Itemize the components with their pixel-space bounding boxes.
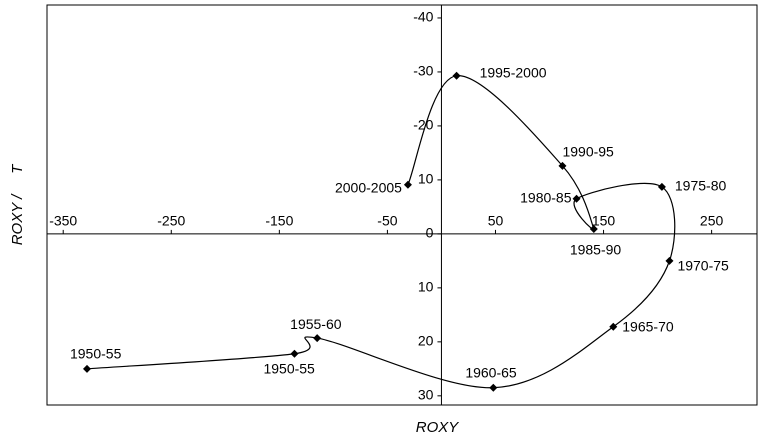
point — [657, 182, 666, 191]
point-label: 1975-80 — [675, 178, 727, 194]
point-label: 1950-55 — [263, 360, 315, 376]
y-tick-label: 20 — [418, 333, 434, 349]
point — [609, 322, 618, 331]
y-tick-label: -40 — [413, 9, 433, 25]
point-label: 1955-60 — [290, 316, 342, 332]
y-tick-label: -20 — [413, 117, 433, 133]
point — [290, 349, 299, 358]
y-axis-title: ROXY / T — [9, 163, 26, 245]
x-tick-label: -50 — [377, 213, 397, 229]
x-tick-label: -150 — [265, 213, 293, 229]
point-label: 1970-75 — [677, 258, 729, 274]
x-tick-label: 250 — [700, 213, 724, 229]
y-tick-label: 10 — [418, 171, 434, 187]
point-label: 1985-90 — [570, 242, 622, 258]
y-tick-label: 0 — [426, 225, 434, 241]
point-label: 1995-2000 — [480, 64, 547, 80]
point — [489, 383, 498, 392]
point-label: 1960-65 — [465, 364, 517, 380]
plot-frame — [46, 4, 758, 406]
point-label: 1950-55 — [70, 346, 122, 362]
point — [665, 256, 674, 265]
point — [452, 71, 461, 80]
x-axis-title: ROXY — [416, 419, 460, 436]
point — [82, 364, 91, 373]
x-tick-label: -250 — [157, 213, 185, 229]
x-tick-label: 50 — [488, 213, 504, 229]
series-line — [86, 75, 676, 389]
point — [589, 225, 598, 234]
point — [313, 334, 322, 343]
point — [403, 180, 412, 189]
y-tick-label: -30 — [413, 63, 433, 79]
y-tick-label: 30 — [418, 387, 434, 403]
point — [572, 194, 581, 203]
x-tick-label: -350 — [49, 213, 77, 229]
point-label: 2000-2005 — [335, 179, 402, 195]
y-tick-label: 10 — [418, 279, 434, 295]
point — [558, 161, 567, 170]
point-label: 1980-85 — [520, 189, 572, 205]
point-label: 1965-70 — [622, 318, 674, 334]
point-label: 1990-95 — [562, 144, 614, 160]
x-tick-label: 150 — [592, 213, 616, 229]
